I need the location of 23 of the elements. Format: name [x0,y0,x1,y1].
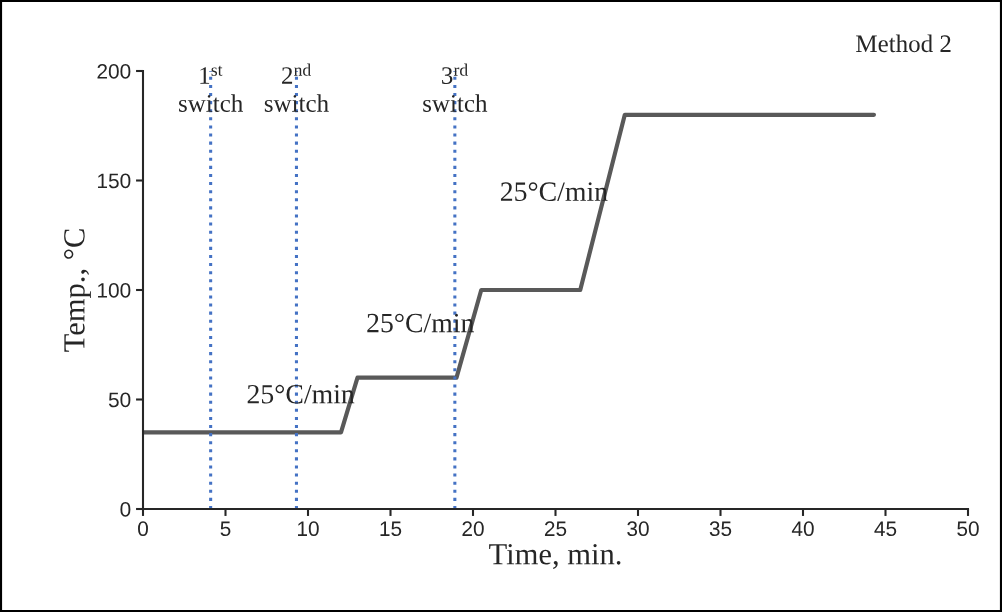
x-tick-label: 15 [380,521,402,537]
x-tick-label: 10 [298,521,319,537]
y-tick-label: 150 [98,173,131,189]
text: Method 2 [856,34,951,53]
x-tick-label: 30 [627,521,649,537]
y-tick-label: 50 [108,392,131,408]
x-tick-label: 5 [220,521,231,537]
x-tick-label: 40 [791,521,814,537]
x-tick-label: 35 [709,521,732,537]
line-series [143,112,877,435]
x-tick-label: 25 [544,521,567,537]
ref-line-label: 1$^{st}$ switch [179,65,243,112]
ref-line-label: 2$^{nd}$ switch [264,63,329,112]
ref-line-label: 3$^{rd}$ switch [423,63,488,112]
y-tick-label: 100 [98,283,131,298]
y-tick-label: 0 [120,502,131,517]
y-axis-title: Temp., °C [64,229,91,352]
x-axis-title: Time, min. [489,543,621,569]
x-tick-label: 20 [462,521,484,537]
y-tick-label: 200 [97,64,131,79]
x-tick-label: 50 [957,521,979,537]
x-tick-label: 0 [138,521,148,537]
x-tick-label: 45 [874,521,897,537]
